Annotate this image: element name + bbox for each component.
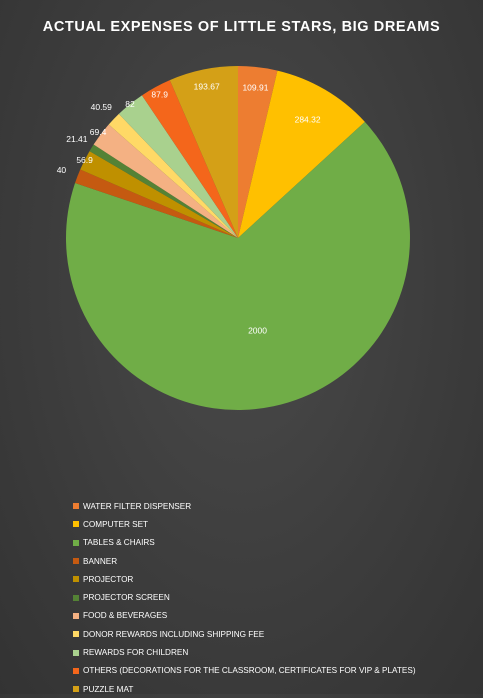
legend-swatch: [73, 631, 79, 638]
legend-label: DONOR REWARDS INCLUDING SHIPPING FEE: [83, 629, 265, 639]
legend-label: BANNER: [83, 556, 118, 566]
legend-item-banner: BANNER: [73, 552, 416, 570]
legend-label: PROJECTOR SCREEN: [83, 593, 170, 603]
legend-label: PROJECTOR: [83, 574, 134, 584]
legend-label: COMPUTER SET: [83, 519, 149, 529]
legend-item-projector: PROJECTOR: [73, 570, 416, 588]
legend-item-rewards-for-children: REWARDS FOR CHILDREN: [73, 643, 416, 661]
pie-slice-water-filter-dispenser: [238, 66, 278, 238]
chart-title: ACTUAL EXPENSES OF LITTLE STARS, BIG DRE…: [42, 19, 441, 35]
legend-swatch: [73, 539, 79, 546]
legend-label: FOOD & BEVERAGES: [83, 611, 168, 621]
legend-label: REWARDS FOR CHILDREN: [83, 648, 189, 658]
pie-slice-tables-chairs: [66, 121, 411, 410]
pie-slice-rewards-for-children: [118, 95, 238, 238]
legend-swatch: [73, 594, 79, 601]
legend-swatch: [73, 503, 79, 510]
data-label-tables-chairs: 2000: [248, 326, 267, 336]
pie-slice-projector-screen: [89, 144, 238, 238]
legend-swatch: [73, 612, 79, 619]
pie-slice-food-beverages: [93, 124, 238, 238]
data-label-others-decorations-for-the-classroom-certificates-for-vip-plates: 87.9: [151, 90, 168, 100]
legend-swatch: [73, 667, 79, 674]
legend-item-puzzle-mat: PUZZLE MAT: [73, 680, 416, 698]
legend-item-food-beverages: FOOD & BEVERAGES: [73, 607, 416, 625]
legend-item-donor-rewards-including-shipping-fee: DONOR REWARDS INCLUDING SHIPPING FEE: [73, 625, 416, 643]
data-label-donor-rewards-including-shipping-fee: 40.59: [91, 102, 113, 112]
pie-slice-donor-rewards-including-shipping-fee: [108, 113, 239, 238]
legend-item-water-filter-dispenser: WATER FILTER DISPENSER: [73, 497, 416, 515]
pie-slice-projector: [80, 151, 238, 238]
pie-slice-computer-set: [238, 70, 365, 238]
data-label-food-beverages: 69.4: [90, 127, 107, 137]
pie-slices: [66, 66, 411, 410]
data-label-projector-screen: 21.41: [66, 134, 88, 144]
pie-slice-others-decorations-for-the-classroom-certificates-for-vip-plates: [141, 80, 238, 239]
legend-label: WATER FILTER DISPENSER: [83, 501, 192, 511]
pie-slice-banner: [75, 169, 238, 238]
data-label-water-filter-dispenser: 109.91: [242, 83, 268, 93]
data-label-computer-set: 284.32: [295, 114, 321, 124]
data-label-rewards-for-children: 82: [125, 99, 135, 109]
legend-label: PUZZLE MAT: [83, 684, 134, 694]
legend-swatch: [73, 558, 79, 565]
legend-item-others-decorations-for-the-classroom-certificates-for-vip-plates: OTHERS (DECORATIONS FOR THE CLASSROOM, C…: [73, 662, 416, 680]
legend-item-tables-chairs: TABLES & CHAIRS: [73, 534, 416, 552]
pie-slice-puzzle-mat: [169, 66, 238, 238]
legend-label: TABLES & CHAIRS: [83, 538, 155, 548]
legend-swatch: [73, 576, 79, 583]
legend-swatch: [73, 521, 79, 528]
data-label-banner: 40: [57, 165, 67, 175]
data-label-projector: 56.9: [76, 155, 93, 165]
data-label-puzzle-mat: 193.67: [194, 81, 220, 91]
legend-swatch: [73, 686, 79, 693]
legend-swatch: [73, 649, 79, 656]
legend-label: OTHERS (DECORATIONS FOR THE CLASSROOM, C…: [83, 666, 416, 676]
chart-legend: WATER FILTER DISPENSER COMPUTER SET TABLES…: [73, 497, 416, 698]
legend-item-projector-screen: PROJECTOR SCREEN: [73, 588, 416, 606]
legend-item-computer-set: COMPUTER SET: [73, 515, 416, 533]
